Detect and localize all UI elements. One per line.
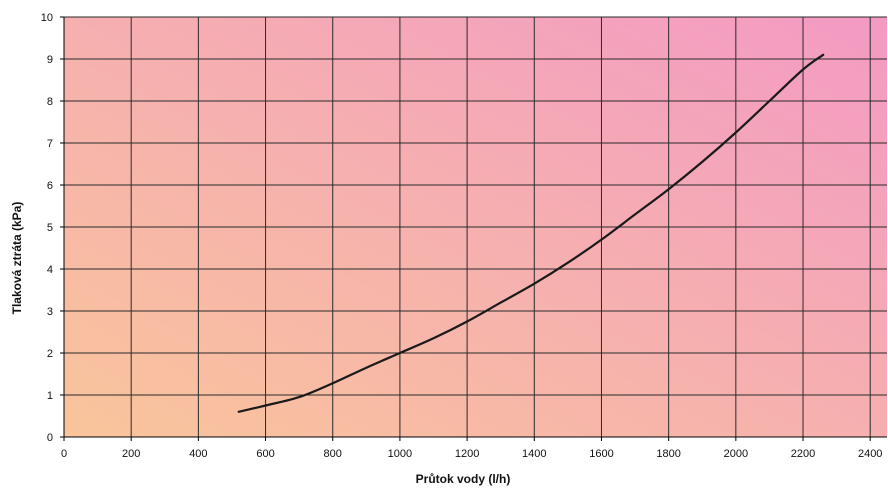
y-tick-labels: 0 1 2 3 4 5 6 7 8 9 10 [41, 12, 53, 444]
y-tick-label: 3 [47, 306, 53, 318]
x-tick-label: 2000 [724, 448, 748, 460]
x-tick-label: 1000 [388, 448, 412, 460]
x-tick-label: 1800 [656, 448, 680, 460]
x-tick-label: 200 [122, 448, 140, 460]
x-tick-label: 400 [189, 448, 207, 460]
y-tick-label: 7 [47, 138, 53, 150]
y-tick-label: 8 [47, 96, 53, 108]
x-tick-label: 800 [324, 448, 342, 460]
x-tick-label: 600 [256, 448, 274, 460]
x-tick-label: 0 [61, 448, 67, 460]
x-tick-label: 1600 [589, 448, 613, 460]
x-tick-label: 2200 [791, 448, 815, 460]
grid-lines [64, 16, 887, 437]
y-axis-title: Tlaková ztráta (kPa) [10, 202, 24, 315]
y-tick-label: 10 [41, 12, 53, 24]
x-tick-label: 2400 [858, 448, 882, 460]
x-tick-label: 1200 [455, 448, 479, 460]
x-axis-title: Průtok vody (l/h) [416, 472, 511, 486]
x-tick-label: 1400 [522, 448, 546, 460]
axes [60, 16, 887, 441]
y-tick-label: 4 [47, 264, 53, 276]
y-tick-label: 9 [47, 54, 53, 66]
y-tick-label: 1 [47, 390, 53, 402]
series-line [237, 53, 825, 413]
y-tick-label: 6 [47, 180, 53, 192]
y-tick-label: 0 [47, 432, 53, 444]
y-tick-label: 5 [47, 222, 53, 234]
series-layer [237, 53, 825, 413]
x-tick-labels: 0 200 400 600 800 1000 1200 1400 1600 1800 2000 220… [61, 448, 883, 460]
y-tick-label: 2 [47, 348, 53, 360]
